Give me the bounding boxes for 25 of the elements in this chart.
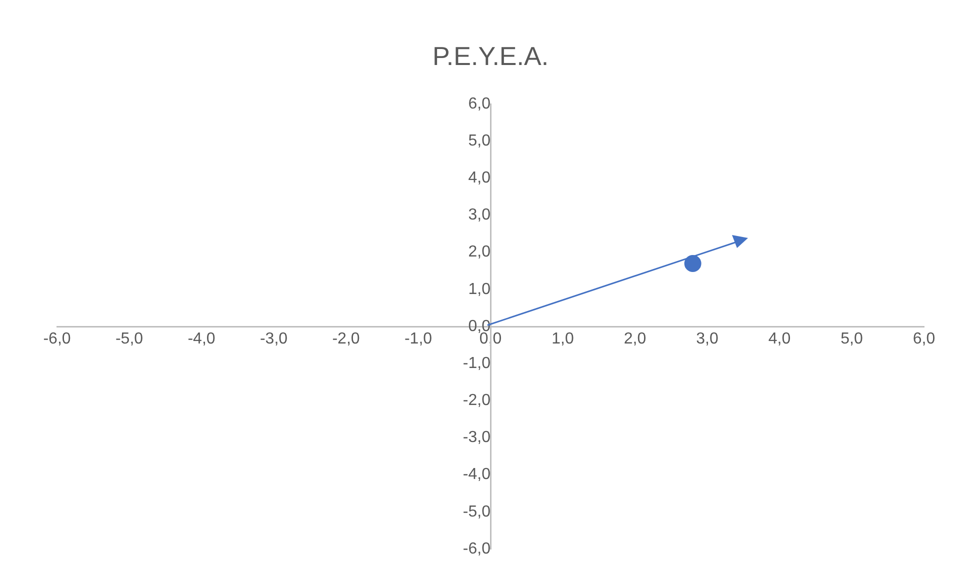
chart-title: P.E.Y.E.A. xyxy=(432,41,549,72)
y-tick-label: 3,0 xyxy=(468,206,491,224)
x-tick-label: 1,0 xyxy=(552,330,574,348)
y-tick-label: -4,0 xyxy=(462,466,491,484)
x-tick-label: -4,0 xyxy=(188,330,216,348)
x-tick-label: 5,0 xyxy=(840,330,863,348)
y-tick-label: 2,0 xyxy=(468,244,491,261)
x-tick-label: -6,0 xyxy=(43,330,71,348)
x-tick-label: -2,0 xyxy=(332,330,360,348)
x-tick-label: 2,0 xyxy=(624,330,646,348)
y-tick-label: 4,0 xyxy=(468,170,491,187)
x-tick-label: 6,0 xyxy=(912,330,936,348)
y-tick-label: -1,0 xyxy=(462,354,491,372)
y-tick-label: 5,0 xyxy=(468,132,491,150)
y-tick-label: -2,0 xyxy=(462,392,491,410)
x-tick-label: -1,0 xyxy=(404,330,432,348)
x-tick-label: -5,0 xyxy=(115,330,144,348)
y-tick-label: 6,0 xyxy=(468,95,491,112)
y-tick-label: -6,0 xyxy=(462,540,491,558)
x-tick-label: -3,0 xyxy=(260,330,288,348)
x-tick-label: 4,0 xyxy=(768,330,791,348)
y-tick-label: -5,0 xyxy=(462,503,491,520)
y-tick-label: -3,0 xyxy=(462,429,491,446)
x-tick-label: 3,0 xyxy=(696,330,718,348)
y-tick-label: 1,0 xyxy=(468,280,491,298)
